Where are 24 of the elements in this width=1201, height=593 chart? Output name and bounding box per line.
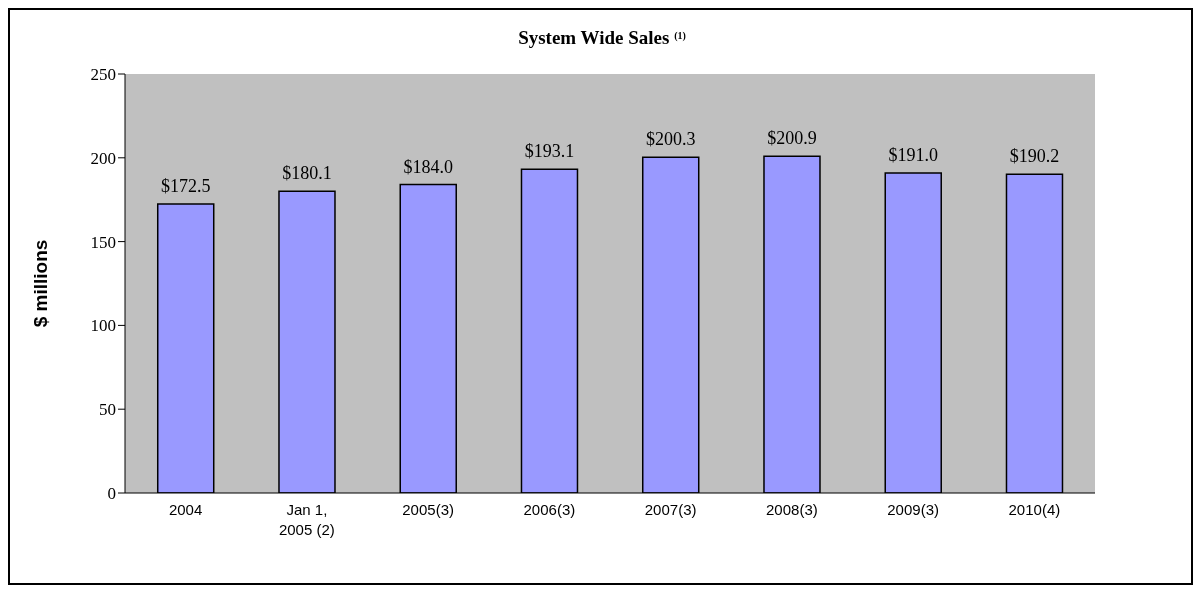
data-label: $172.5 [160,175,211,196]
data-label: $180.1 [282,163,332,184]
y-tick-label: 150 [90,232,116,252]
data-label: $190.2 [1009,146,1060,167]
y-axis-title: $ millions [29,239,51,328]
x-tick-label: 2010(4) [1008,501,1061,518]
x-tick-label: 2005(3) [402,501,454,518]
y-tick-label: 250 [90,65,116,85]
data-label: $184.0 [403,156,453,177]
data-label: $191.0 [888,144,938,165]
y-tick-label: 100 [90,316,116,336]
x-tick-label: 2008(3) [766,501,818,518]
chart-title: System Wide Sales $^{(1)}$ [518,27,686,48]
data-label: $200.3 [645,129,696,150]
y-tick-label: 50 [99,400,116,420]
x-tick-label: Jan 1, 2005 (2) [278,501,335,538]
x-tick-label: 2007(3) [644,501,697,518]
y-tick-label: 0 [107,484,116,504]
x-tick-label: 2009(3) [887,501,939,518]
data-label: $200.9 [767,128,817,149]
x-tick-label: 2006(3) [523,501,576,518]
data-label: $193.1 [524,141,575,162]
x-tick-label: 2004 [168,501,203,518]
y-tick-label: 200 [90,148,116,168]
